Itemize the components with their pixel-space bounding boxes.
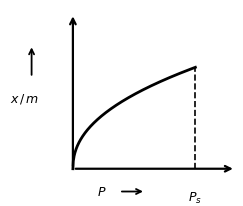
Text: $P_s$: $P_s$ — [188, 190, 202, 205]
Text: $x\,/\,m$: $x\,/\,m$ — [10, 92, 39, 106]
Text: $P$: $P$ — [97, 185, 107, 198]
